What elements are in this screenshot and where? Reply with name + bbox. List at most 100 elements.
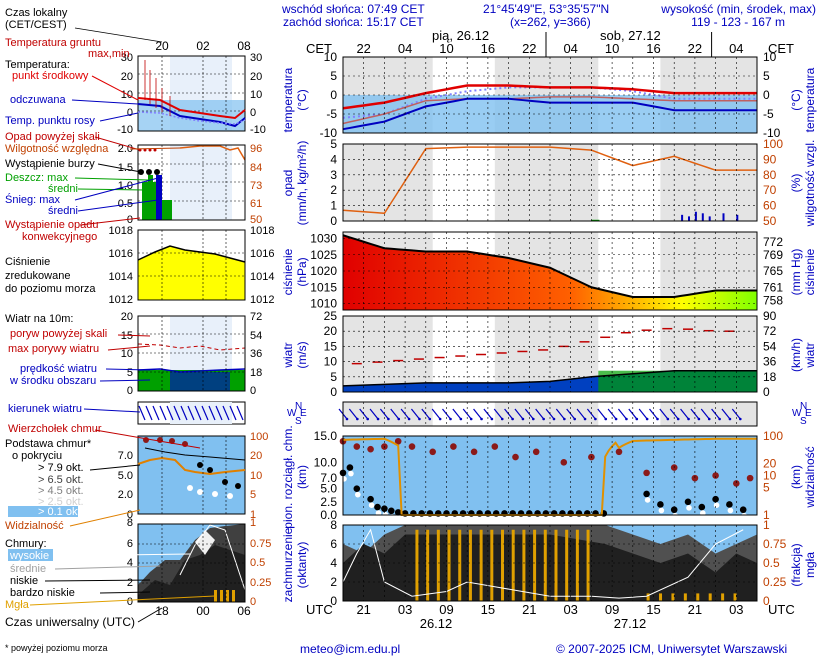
cloud-base-dot-light <box>686 505 692 511</box>
snow-bar <box>722 213 725 221</box>
wilg-axis-label-1: (%) <box>789 174 803 193</box>
humidity-tick-right: 60 <box>763 199 777 213</box>
legend-cisnienie-3: do poziomu morza <box>5 283 96 295</box>
cloud-base-dot-light <box>644 497 651 503</box>
temp-axis-label-2: (°C) <box>295 89 309 110</box>
chm-axis-label-2: (km) <box>295 465 309 489</box>
humidity-tick-right: 80 <box>763 168 777 182</box>
cloudbase-tick-left: 0.0 <box>320 508 337 522</box>
svg-text:2.0: 2.0 <box>118 143 133 155</box>
fog-bar <box>543 529 547 601</box>
cloud-top-dot <box>691 474 699 482</box>
cloud-base-dot <box>726 501 733 508</box>
svg-text:6: 6 <box>127 538 133 550</box>
pressure-tick-left: 1025 <box>310 248 337 262</box>
temp-tick-left: -10 <box>320 126 338 140</box>
fog-tick-right: 0.25 <box>763 575 787 589</box>
cloud-top-dot <box>394 437 402 445</box>
mini-wind-arrow <box>159 405 167 421</box>
legend-wysokie: wysokie <box>9 550 49 562</box>
cloud-top-dot <box>429 448 437 456</box>
compass-right: NW ES <box>792 401 812 427</box>
svg-text:0: 0 <box>250 385 256 397</box>
pressure-tick-left: 1015 <box>310 280 337 294</box>
legend-wierzcholek: Wierzchołek chmur <box>8 423 102 435</box>
wind-arrow <box>535 408 545 420</box>
fog-bar <box>708 593 712 601</box>
cloud-base-dot <box>346 464 354 471</box>
svg-text:W: W <box>287 408 297 419</box>
bottom-hour-label: 15 <box>646 602 660 617</box>
svg-text:E: E <box>300 408 307 419</box>
wind-arrow-head <box>656 417 659 421</box>
cloudcover-tick-left: 4 <box>330 556 337 570</box>
legend-okt-65: > 6.5 okt. <box>38 474 84 486</box>
legend-kierunek: kierunek wiatru <box>8 403 82 415</box>
top-hour-label: 10 <box>605 41 619 56</box>
elev-values: 119 - 123 - 167 m <box>691 15 785 29</box>
fog-bar <box>683 593 687 601</box>
wilg-axis-label-2: wilgotność wzgl. <box>803 140 817 228</box>
grid-text: (x=262, y=366) <box>510 15 591 29</box>
wind-arrow <box>576 408 586 420</box>
cloud-top-dot <box>491 443 499 450</box>
svg-text:5.0: 5.0 <box>118 470 133 482</box>
footer-copyright: © 2007-2025 ICM, Uniwersytet Warszawski <box>556 642 787 656</box>
svg-text:54: 54 <box>250 330 262 342</box>
cloudcover-tick-left: 0 <box>330 594 337 608</box>
wind-arrow <box>597 408 607 420</box>
wind-arrow-head <box>428 417 432 421</box>
mini-wind-arrow <box>222 405 230 421</box>
zachm-axis-label-2: (oktanty) <box>295 542 309 589</box>
visibility-tick-right: 5 <box>763 480 770 494</box>
wiatr-axis-label-2: (m/s) <box>295 341 309 368</box>
svg-text:0.5: 0.5 <box>250 557 265 569</box>
bottom-hour-label: 03 <box>398 602 412 617</box>
legend-srednie: średnie <box>10 563 46 575</box>
svg-text:73: 73 <box>250 180 262 192</box>
wind-arrow-head <box>666 417 670 421</box>
fog-tick-right: 1 <box>763 518 770 532</box>
cloud-base-dot <box>739 506 747 514</box>
legend-okt-45: > 4.5 okt. <box>38 485 84 497</box>
cisn-axis-label-1: ciśnienie <box>281 248 295 295</box>
wind-tick-left: 0 <box>330 385 337 399</box>
legend-opad-powyzej: Opad powyżej skali <box>5 131 100 143</box>
kmh-tick-right: 54 <box>763 339 777 353</box>
opad-tick-left: 5 <box>330 137 337 151</box>
mini-wind-panel: 20 15 10 5 0 72 54 36 18 0 <box>121 311 263 397</box>
mini-wind-arrow <box>229 405 237 421</box>
pressure-tick-left: 1030 <box>310 232 337 246</box>
bottom-hour-label: 09 <box>605 602 619 617</box>
svg-text:1: 1 <box>250 509 256 521</box>
mini-wind-arrow <box>173 405 181 421</box>
cloud-base-dot-light <box>741 512 747 519</box>
svg-text:0.75: 0.75 <box>250 538 271 550</box>
cloud-base-dot <box>394 509 402 516</box>
temp-axis-label-1: temperatura <box>281 67 295 132</box>
humidity-line <box>342 146 757 215</box>
mini-wind-arrow <box>180 405 188 421</box>
rain-bar <box>591 219 600 221</box>
mmhg-tick-right: 758 <box>763 293 783 307</box>
footer-email[interactable]: meteo@icm.edu.pl <box>300 642 400 656</box>
legend-wilgotnosc: Wilgotność względna <box>5 143 109 155</box>
wind-arrow-head <box>418 417 421 421</box>
wind-arrow-head <box>366 417 370 421</box>
bottom-utc-right: UTC <box>768 602 795 617</box>
day2-label: sob, 27.12 <box>600 28 661 43</box>
wind-arrow-head <box>728 417 732 421</box>
cloud-top-dot <box>353 443 361 450</box>
legend-hour-20: 20 <box>155 39 169 53</box>
wind-arrow <box>514 408 524 420</box>
wind-arrow-head <box>552 417 556 421</box>
legend-panel: Czas lokalny (CET/CEST) 20 02 08 3020100… <box>5 7 274 653</box>
wind-arrow <box>680 408 690 420</box>
cloud-top-dot <box>643 469 650 477</box>
cloud-top-dot <box>470 448 478 456</box>
svg-text:10: 10 <box>121 89 133 101</box>
bottom-hour-label: 09 <box>439 602 453 617</box>
top-hour-label: 04 <box>563 41 577 56</box>
side-labels: temperatura (°C) (°C) temperatura opad (… <box>281 67 817 602</box>
